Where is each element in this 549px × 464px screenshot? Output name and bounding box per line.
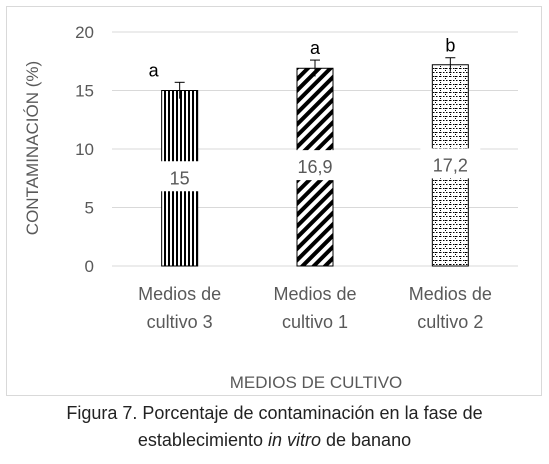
x-axis-ticks: Medios de cultivo 3 Medios de cultivo 1 Medi… xyxy=(138,284,492,332)
caption-text-italic: in vitro xyxy=(267,430,321,450)
y-axis-title: CONTAMINACIÓN (%) xyxy=(23,61,42,235)
x-tick-label: cultivo 1 xyxy=(282,312,348,332)
figure-caption-line-1: Figura 7. Porcentaje de contaminación en… xyxy=(66,403,483,423)
y-axis-ticks: 0 5 10 15 20 xyxy=(75,23,94,276)
y-tick-label: 20 xyxy=(75,23,94,42)
data-label: 16,9 xyxy=(297,157,332,177)
data-label-background xyxy=(420,148,481,179)
x-axis-title: MEDIOS DE CULTIVO xyxy=(230,373,403,392)
bar-chart: 0 5 10 15 20 15 a 16,9 a 17,2 b Medios de cultivo … xyxy=(23,23,518,392)
data-label: 17,2 xyxy=(433,155,468,175)
figure-caption-line-2: establecimiento in vitro de banano xyxy=(0,430,549,451)
significance-letter: b xyxy=(445,36,455,56)
x-tick-label: Medios de xyxy=(138,284,221,304)
data-label-background xyxy=(149,161,210,192)
x-tick-label: cultivo 2 xyxy=(417,312,483,332)
y-tick-label: 0 xyxy=(85,257,94,276)
y-tick-label: 10 xyxy=(75,140,94,159)
significance-letter: a xyxy=(310,38,321,58)
x-tick-label: Medios de xyxy=(409,284,492,304)
chart-area-border xyxy=(6,6,542,396)
significance-letter: a xyxy=(149,60,160,80)
y-tick-label: 5 xyxy=(85,199,94,218)
data-labels: 15 a 16,9 a 17,2 b xyxy=(149,36,481,192)
y-tick-label: 15 xyxy=(75,82,94,101)
data-label-background xyxy=(285,150,345,181)
x-tick-label: Medios de xyxy=(273,284,356,304)
caption-text-start: establecimiento xyxy=(137,430,268,450)
x-tick-label: cultivo 3 xyxy=(147,312,213,332)
caption-text-end: de banano xyxy=(321,430,412,450)
data-label: 15 xyxy=(170,168,190,188)
